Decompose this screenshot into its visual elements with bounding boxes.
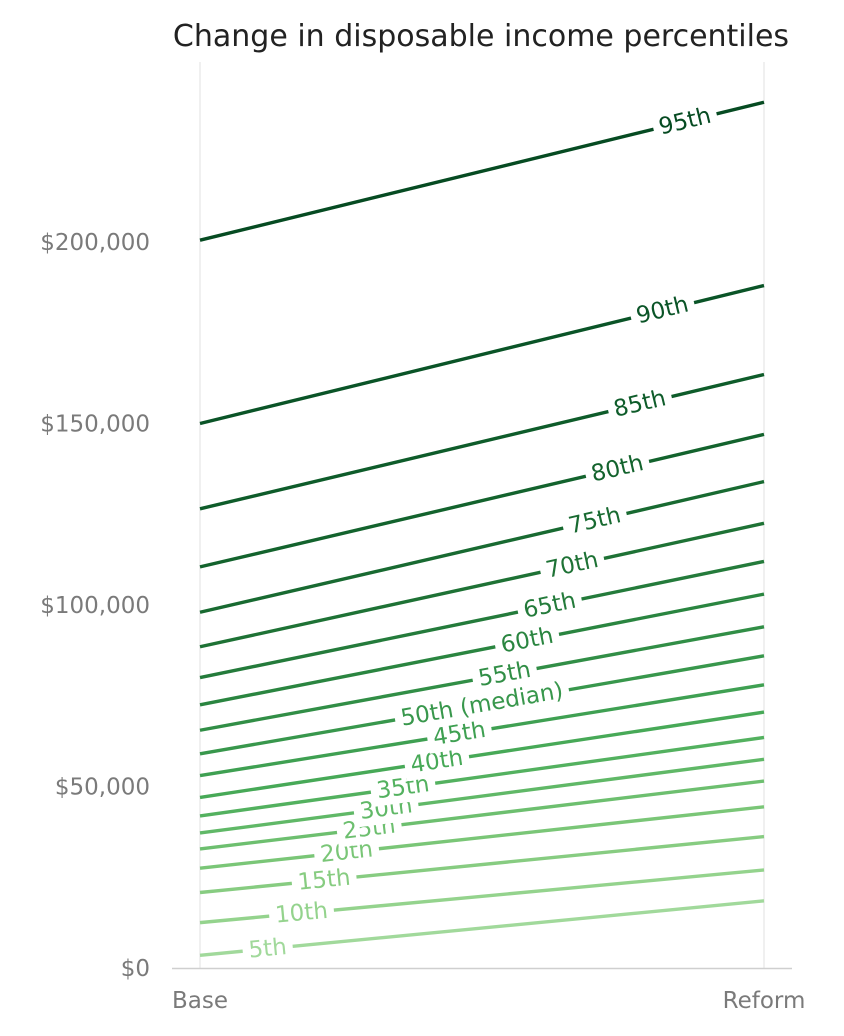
series-line <box>199 710 765 800</box>
series-label-group: 10th <box>267 895 336 932</box>
series-label: 95th <box>656 103 714 141</box>
series-lines <box>199 100 765 957</box>
series-label-background <box>402 741 472 782</box>
series-label-background <box>290 862 358 899</box>
series-label-background <box>470 653 540 695</box>
series-label: 90th <box>634 291 692 329</box>
series-label-background <box>627 288 698 333</box>
series-label-group: 15th <box>290 862 358 899</box>
series-label: 15th <box>297 865 352 896</box>
y-tick-label: $100,000 <box>40 593 150 619</box>
series-label-background <box>514 584 585 627</box>
series-label-background <box>267 895 336 932</box>
series-line <box>199 834 765 895</box>
series-label-background <box>492 619 562 662</box>
series-label-group: 55th <box>470 653 540 695</box>
y-tick-label: $50,000 <box>55 775 150 801</box>
series-line <box>199 805 765 870</box>
series-label-group: 80th <box>582 446 653 491</box>
series-label-group: 75th <box>559 498 630 543</box>
series-label: 75th <box>566 502 623 539</box>
series-label-group: 85th <box>604 381 675 427</box>
series-labels: 5th10th15th20th25th30th35th40th45th50th … <box>241 99 721 967</box>
series-label-background <box>392 674 572 735</box>
x-tick-label: Reform <box>723 988 806 1014</box>
series-label-group: 60th <box>492 619 562 662</box>
series-label-group: 90th <box>627 288 698 333</box>
series-line <box>199 559 765 680</box>
chart-title: Change in disposable income percentiles <box>173 19 789 54</box>
series-line <box>199 779 765 851</box>
series-label-background <box>537 543 608 587</box>
x-axis-ticks: Base Reform <box>172 988 805 1014</box>
series-label-background <box>649 99 721 144</box>
series-line <box>199 757 765 835</box>
series-label-background <box>241 931 295 967</box>
series-label: 65th <box>521 588 578 624</box>
y-tick-label: $200,000 <box>40 230 150 256</box>
series-label-group: 5th <box>241 931 295 967</box>
series-label-background <box>604 381 675 427</box>
series-label: 10th <box>274 898 329 929</box>
series-label-group: 65th <box>514 584 585 627</box>
series-label-background <box>582 446 653 491</box>
y-tick-label: $150,000 <box>40 412 150 438</box>
series-line <box>199 592 765 707</box>
series-line <box>199 521 765 649</box>
series-label-group: 70th <box>537 543 608 587</box>
series-label: 70th <box>544 547 601 584</box>
series-label: 5th <box>247 934 288 964</box>
series-label: 80th <box>589 450 646 487</box>
series-label: 85th <box>611 385 668 423</box>
y-tick-label: $0 <box>121 956 150 982</box>
series-line <box>199 432 765 569</box>
series-line <box>199 479 765 614</box>
series-label-background <box>559 498 630 543</box>
x-tick-label: Base <box>172 988 228 1014</box>
series-line <box>199 899 765 957</box>
grid <box>199 62 765 968</box>
y-axis-ticks: $0 $50,000 $100,000 $150,000 $200,000 <box>40 230 150 982</box>
series-label-group: 95th <box>649 99 721 144</box>
series-label: 60th <box>499 623 556 659</box>
series-line <box>199 372 765 511</box>
series-line <box>199 735 765 818</box>
